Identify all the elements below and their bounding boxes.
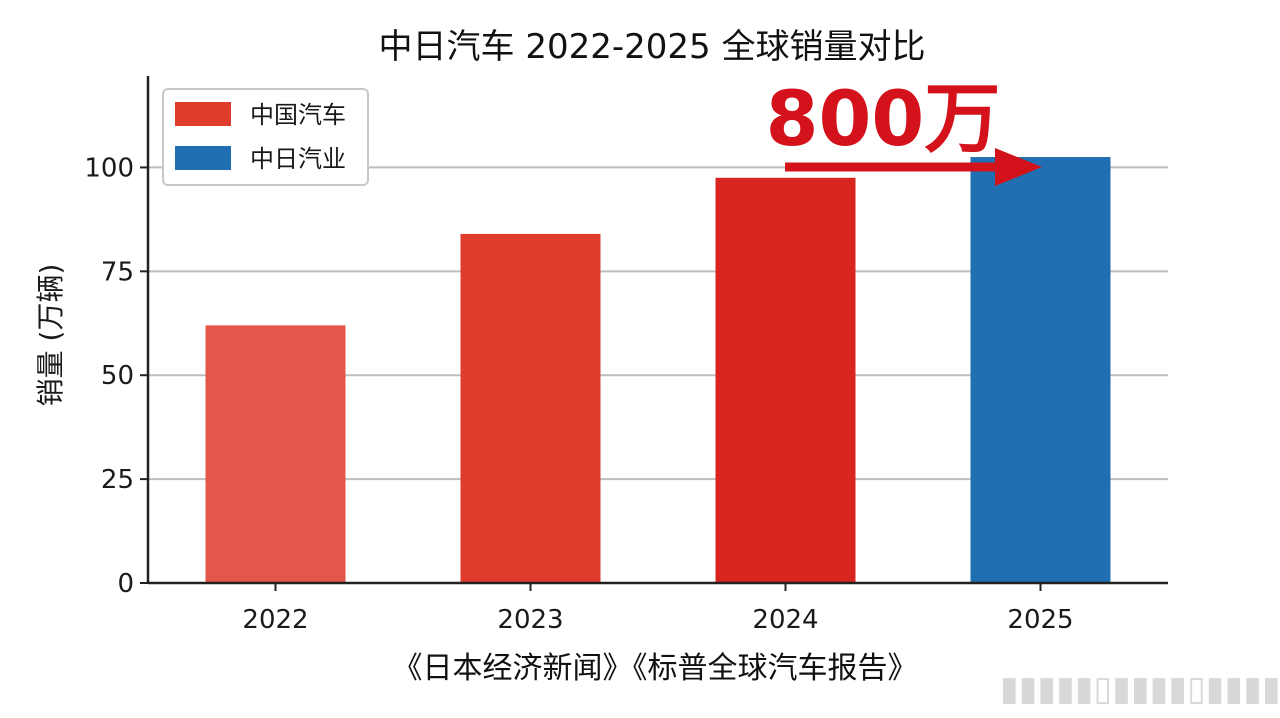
legend-swatch — [175, 146, 231, 170]
bar-2022 — [205, 325, 346, 583]
y-tick-label: 0 — [117, 569, 134, 599]
x-tick-labels: 2022 2023 2024 2025 — [242, 583, 1074, 635]
annotation-arrow-head — [995, 148, 1042, 186]
legend-swatch — [175, 102, 231, 126]
x-tick-label: 2025 — [1007, 605, 1073, 635]
legend-label: 中日汽业 — [250, 145, 346, 173]
y-tick-label: 75 — [101, 257, 134, 287]
x-tick-label: 2022 — [242, 605, 308, 635]
watermark-text: ▮▮▮▮▮▯▮▮▮▮▯▮▮▮▮▮ — [1000, 669, 1280, 709]
legend-label: 中国汽车 — [250, 101, 346, 129]
bar-2025 — [970, 157, 1111, 584]
annotation: 800万 — [766, 74, 1042, 186]
bars — [205, 157, 1111, 584]
source-citation: 《日本经济新闻》《标普全球汽车报告》 — [393, 651, 918, 686]
y-tick-label: 50 — [101, 361, 134, 391]
watermark: ▮▮▮▮▮▯▮▮▮▮▯▮▮▮▮▮ — [1000, 669, 1280, 709]
y-tick-label: 25 — [101, 465, 134, 495]
annotation-text: 800万 — [766, 74, 1001, 163]
chart-title: 中日汽车 2022-2025 全球销量对比 — [379, 27, 926, 67]
y-axis-label: 销量 (万辆) — [34, 264, 67, 407]
x-tick-label: 2024 — [752, 605, 818, 635]
y-tick-label: 100 — [84, 153, 134, 183]
axes — [146, 76, 1168, 585]
bar-2024 — [715, 177, 856, 584]
y-tick-labels: 0 25 50 75 100 — [84, 153, 148, 599]
x-tick-label: 2023 — [497, 605, 563, 635]
bar-2023 — [460, 233, 601, 583]
